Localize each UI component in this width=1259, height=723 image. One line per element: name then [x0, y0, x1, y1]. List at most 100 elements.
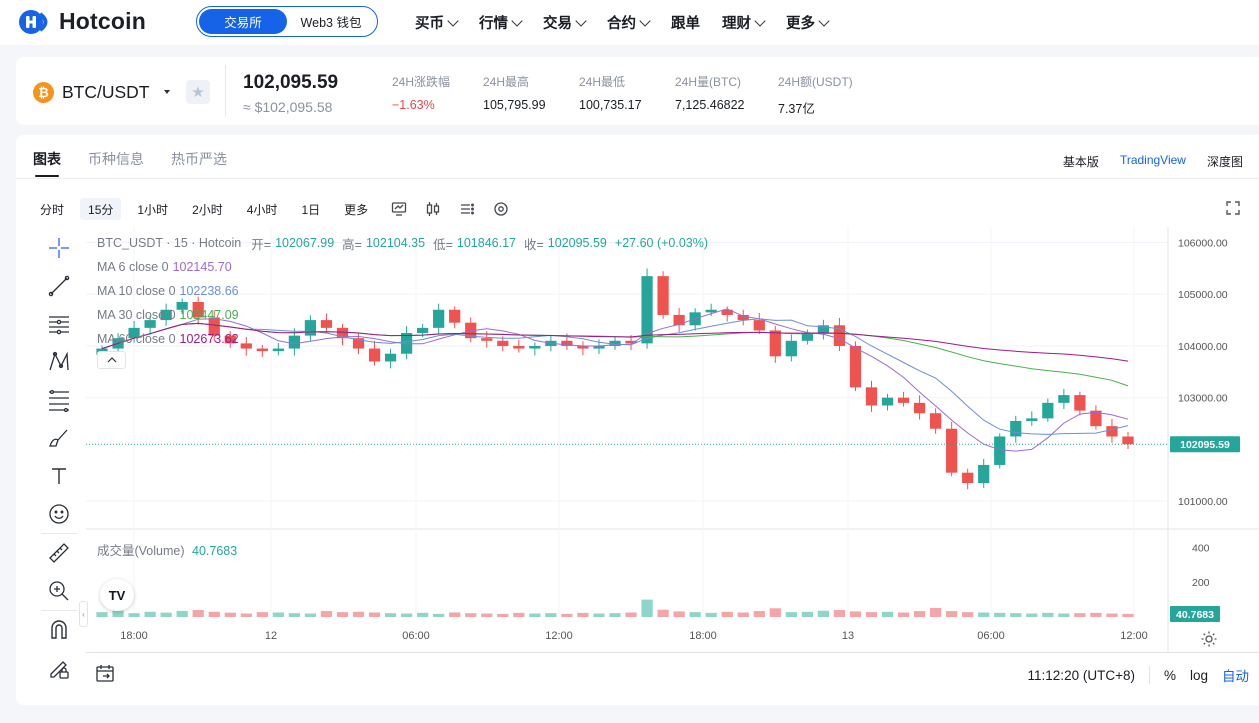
- volume-bar: [96, 612, 108, 617]
- tf-more[interactable]: 更多: [344, 202, 369, 217]
- view-depth-chart[interactable]: 深度图: [1206, 155, 1243, 169]
- volume-bar: [481, 613, 493, 617]
- date-range-icon[interactable]: [94, 662, 116, 684]
- candle-type-icon[interactable]: [422, 198, 444, 220]
- volume-last-tag: [1170, 606, 1220, 622]
- candle-body: [1106, 426, 1118, 437]
- tf-1h[interactable]: 1小时: [137, 202, 169, 217]
- nav-label: 合约: [607, 16, 636, 32]
- nav-more[interactable]: 更多: [786, 12, 830, 33]
- exchange-mode-button[interactable]: 交易所: [199, 9, 287, 34]
- volume-bar: [465, 613, 477, 617]
- candle-body: [352, 338, 365, 349]
- stat-label: 24H涨跌幅: [392, 75, 451, 89]
- collapse-toolbar-button[interactable]: ‹: [79, 601, 88, 627]
- tab-chart[interactable]: 图表: [33, 149, 61, 177]
- indicator-icon[interactable]: [388, 198, 410, 220]
- timeframe-bar: 分时 15分 1小时 2小时 4小时 1日 更多: [32, 198, 512, 220]
- nav-copy-trading[interactable]: 跟单: [671, 12, 700, 33]
- nav-markets[interactable]: 行情: [479, 12, 523, 33]
- volume-bar: [176, 610, 188, 617]
- pair-selector[interactable]: BTC/USDT: [62, 82, 150, 102]
- horizontal-lines-icon[interactable]: [40, 305, 78, 343]
- candle-body: [208, 317, 220, 336]
- chevron-down-icon: [447, 14, 459, 27]
- candle-body: [737, 314, 749, 321]
- candle-body: [865, 387, 878, 406]
- chart-settings-gear-icon[interactable]: [1200, 630, 1218, 648]
- crosshair-icon[interactable]: [40, 229, 78, 267]
- stat-24h-volume: 24H量(BTC) 7,125.46822: [675, 73, 745, 112]
- tradingview-logo-icon[interactable]: TV: [100, 579, 134, 611]
- tf-15m[interactable]: 15分: [80, 198, 122, 220]
- magnet-icon[interactable]: [40, 611, 78, 649]
- candle-body: [801, 333, 813, 341]
- nav-label: 更多: [786, 16, 815, 32]
- stat-label: 24H最高: [483, 75, 530, 89]
- volume-bar: [320, 611, 333, 617]
- tab-coin-info[interactable]: 币种信息: [88, 151, 144, 167]
- percent-scale-toggle[interactable]: %: [1163, 667, 1176, 683]
- candle-body: [176, 302, 188, 310]
- tf-4h[interactable]: 4小时: [246, 202, 278, 217]
- volume-bar: [160, 612, 172, 617]
- close-label: 收=: [523, 237, 544, 252]
- fullscreen-icon[interactable]: [1225, 200, 1243, 218]
- list-settings-icon[interactable]: [456, 198, 478, 220]
- tf-2h[interactable]: 2小时: [192, 202, 223, 217]
- stat-value: −1.63%: [392, 98, 435, 112]
- candle-body: [593, 345, 605, 349]
- lock-drawing-icon[interactable]: [40, 649, 78, 687]
- tab-hot-picks[interactable]: 热币严选: [171, 151, 227, 167]
- zoom-in-icon[interactable]: [40, 572, 78, 610]
- target-settings-icon[interactable]: [490, 198, 512, 220]
- text-tool-icon[interactable]: [40, 457, 78, 495]
- view-tradingview[interactable]: TradingView: [1119, 153, 1186, 167]
- candle-body: [577, 345, 589, 349]
- candle-body: [304, 320, 317, 336]
- price-chart[interactable]: 106000.00 105000.00 104000.00 103000.00 1010…: [86, 227, 1259, 652]
- chevron-down-icon: [754, 14, 766, 27]
- volume-bar: [930, 607, 942, 617]
- view-basic[interactable]: 基本版: [1062, 155, 1099, 169]
- volume-bar: [881, 611, 894, 617]
- candle-body: [160, 309, 172, 321]
- stat-24h-turnover: 24H额(USDT) 7.37亿: [778, 73, 853, 117]
- ohlc-row: BTC_USDT · 15 · Hotcoin 开= 102067.99 高= 10…: [97, 231, 708, 255]
- nav-buy-crypto[interactable]: 买币: [415, 12, 459, 33]
- tf-time-sharing[interactable]: 分时: [40, 202, 65, 217]
- candle-body: [513, 345, 525, 349]
- log-scale-toggle[interactable]: log: [1189, 667, 1208, 683]
- nav-earn[interactable]: 理财: [722, 12, 766, 33]
- nav-futures[interactable]: 合约: [607, 12, 651, 33]
- nav-trade[interactable]: 交易: [543, 12, 587, 33]
- trend-line-icon[interactable]: [40, 267, 78, 305]
- auto-scale-toggle[interactable]: 自动: [1222, 669, 1249, 684]
- chevron-down-icon: [575, 14, 587, 27]
- pattern-icon[interactable]: [40, 343, 78, 381]
- candle-body: [705, 309, 717, 313]
- emoji-icon[interactable]: [40, 495, 78, 533]
- caret-down-icon[interactable]: [164, 90, 170, 94]
- volume-bar: [577, 612, 589, 617]
- ruler-icon[interactable]: [40, 534, 78, 572]
- volume-bar: [256, 612, 268, 617]
- volume-bar: [449, 612, 461, 617]
- divider: [41, 610, 77, 611]
- brand-logo[interactable]: Hotcoin: [18, 8, 146, 35]
- candle-body: [1090, 410, 1102, 427]
- candle-body: [946, 428, 958, 473]
- web3-wallet-button[interactable]: Web3 钱包: [300, 16, 362, 30]
- tf-1d[interactable]: 1日: [301, 202, 321, 217]
- ma-value: 102145.70: [172, 260, 232, 274]
- x-tick-label: 12: [265, 630, 277, 642]
- collapse-legend-button[interactable]: [97, 351, 126, 369]
- stat-value: 7,125.46822: [675, 98, 745, 112]
- candle-body: [785, 340, 797, 357]
- volume-label: 成交量(Volume): [97, 544, 185, 558]
- favorite-star-icon[interactable]: ★: [186, 80, 210, 104]
- divider: [225, 65, 226, 117]
- chart-bottom-bar: 11:12:20 (UTC+8) % log 自动: [86, 652, 1259, 690]
- brush-icon[interactable]: [40, 419, 78, 457]
- fib-retracement-icon[interactable]: [40, 381, 78, 419]
